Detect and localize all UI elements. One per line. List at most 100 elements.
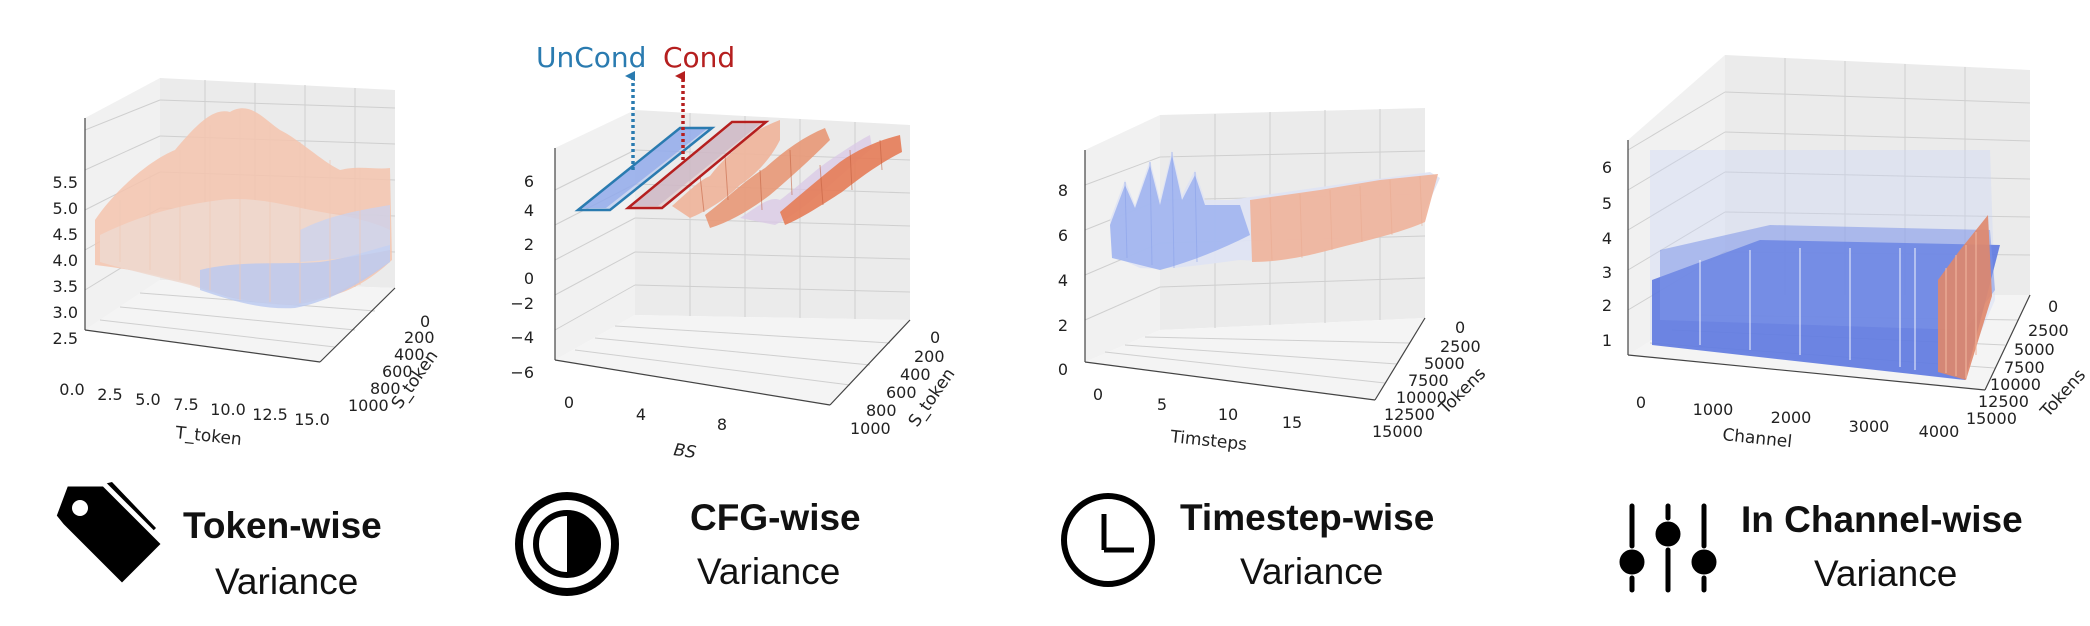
y-tick: 15000 [1372,422,1423,441]
cond-label: Cond [663,41,735,74]
z-tick: 4 [524,201,534,220]
panel-title-cfg-wise: CFG-wise [690,497,861,538]
z-tick: 1 [1602,331,1612,350]
plot-token-wise: 2.5 3.0 3.5 4.0 4.5 5.0 5.5 0.0 2.5 5.0 7.5 10.0 12… [53,78,442,450]
half-circle-icon [515,492,619,596]
surface-3 [1110,150,1440,270]
x-tick: 0 [564,393,574,412]
x-tick: 2000 [1771,408,1812,427]
x-axis-label-3: Timsteps [1168,427,1248,455]
z-tick: 0 [1058,360,1068,379]
y-tick: 7500 [1408,371,1449,390]
z-ticks-2: −6 −4 −2 0 2 4 6 [510,172,534,382]
x-tick: 0 [1636,393,1646,412]
x-tick: 5 [1157,395,1167,414]
x-tick: 4 [636,405,646,424]
z-tick: 6 [1602,158,1612,177]
surface-2 [582,120,902,228]
z-ticks-1: 2.5 3.0 3.5 4.0 4.5 5.0 5.5 [53,173,78,348]
y-tick: 10000 [1990,375,2041,394]
x-tick: 3000 [1849,417,1890,436]
cond-box [624,120,770,210]
x-tick: 1000 [1693,400,1734,419]
z-ticks-3: 0 2 4 6 8 [1058,181,1068,379]
x-tick: 15 [1282,413,1302,432]
y-tick: 15000 [1966,409,2017,428]
x-axis-label-2: BS [672,440,697,463]
y-tick: 1000 [348,396,389,415]
z-tick: 6 [1058,226,1068,245]
tag-icon [51,481,167,589]
z-tick: 4.0 [53,251,78,270]
x-tick: 0.0 [59,380,84,399]
z-tick: 0 [524,269,534,288]
y-tick: 800 [866,401,897,420]
panel-subtitle-in-channel-wise: Variance [1814,553,1957,594]
z-tick: 8 [1058,181,1068,200]
clock-icon [1061,493,1155,587]
z-tick: 4 [1058,271,1068,290]
uncond-box [574,126,716,212]
plot-in-channel-wise: 1 2 3 4 5 6 0 1000 2000 3000 4000 Channel 0 250050… [1602,55,2090,452]
y-tick: 2500 [2028,321,2069,340]
y-tick: 200 [914,347,945,366]
x-ticks-4: 0 1000 2000 3000 4000 [1636,393,1959,441]
panel-subtitle-timestep-wise: Variance [1240,551,1383,592]
z-tick: 2 [524,235,534,254]
y-tick: 600 [886,383,917,402]
y-tick: 2500 [1440,337,1481,356]
y-tick: 12500 [1384,405,1435,424]
panel-subtitle-cfg-wise: Variance [697,551,840,592]
legend-row: Token-wise Variance CFG-wise Variance Ti… [51,481,2023,602]
x-ticks-2: 0 4 8 [564,393,727,434]
panel-title-timestep-wise: Timestep-wise [1180,497,1434,538]
y-tick: 0 [2048,297,2058,316]
z-tick: 3.0 [53,303,78,322]
z-tick: 6 [524,172,534,191]
y-tick: 1000 [850,419,891,438]
x-tick: 12.5 [252,405,288,424]
x-tick: 0 [1093,385,1103,404]
y-tick: 5000 [2014,340,2055,359]
x-tick: 15.0 [294,410,330,429]
uncond-label: UnCond [536,41,646,74]
z-tick: −6 [510,363,534,382]
x-tick: 5.0 [135,390,160,409]
x-ticks-1: 0.0 2.5 5.0 7.5 10.0 12.5 15.0 [59,380,330,429]
y-tick: 800 [370,379,401,398]
x-tick: 2.5 [97,385,122,404]
z-tick: 5.5 [53,173,78,192]
z-tick: 3.5 [53,277,78,296]
y-tick: 200 [404,328,435,347]
x-tick: 10.0 [210,400,246,419]
surface-1 [95,108,392,309]
y-tick: 0 [1455,318,1465,337]
z-ticks-4: 1 2 3 4 5 6 [1602,158,1612,350]
y-tick: 10000 [1396,388,1447,407]
panel-title-token-wise: Token-wise [183,505,382,546]
x-tick: 4000 [1919,422,1960,441]
z-tick: 4 [1602,229,1612,248]
y-tick: 0 [420,312,430,331]
y-tick: 7500 [2004,358,2045,377]
x-tick: 8 [717,415,727,434]
z-tick: 2.5 [53,329,78,348]
z-tick: 3 [1602,263,1612,282]
z-tick: 2 [1602,296,1612,315]
x-axis-label-1: T_token [173,423,242,450]
y-tick: 5000 [1424,354,1465,373]
y-tick: 400 [394,345,425,364]
panel-title-in-channel-wise: In Channel-wise [1741,499,2023,540]
surface-4 [1650,150,2000,380]
y-tick: 400 [900,365,931,384]
panel-subtitle-token-wise: Variance [215,561,358,602]
z-tick: −4 [510,328,534,347]
y-tick: 12500 [1978,392,2029,411]
